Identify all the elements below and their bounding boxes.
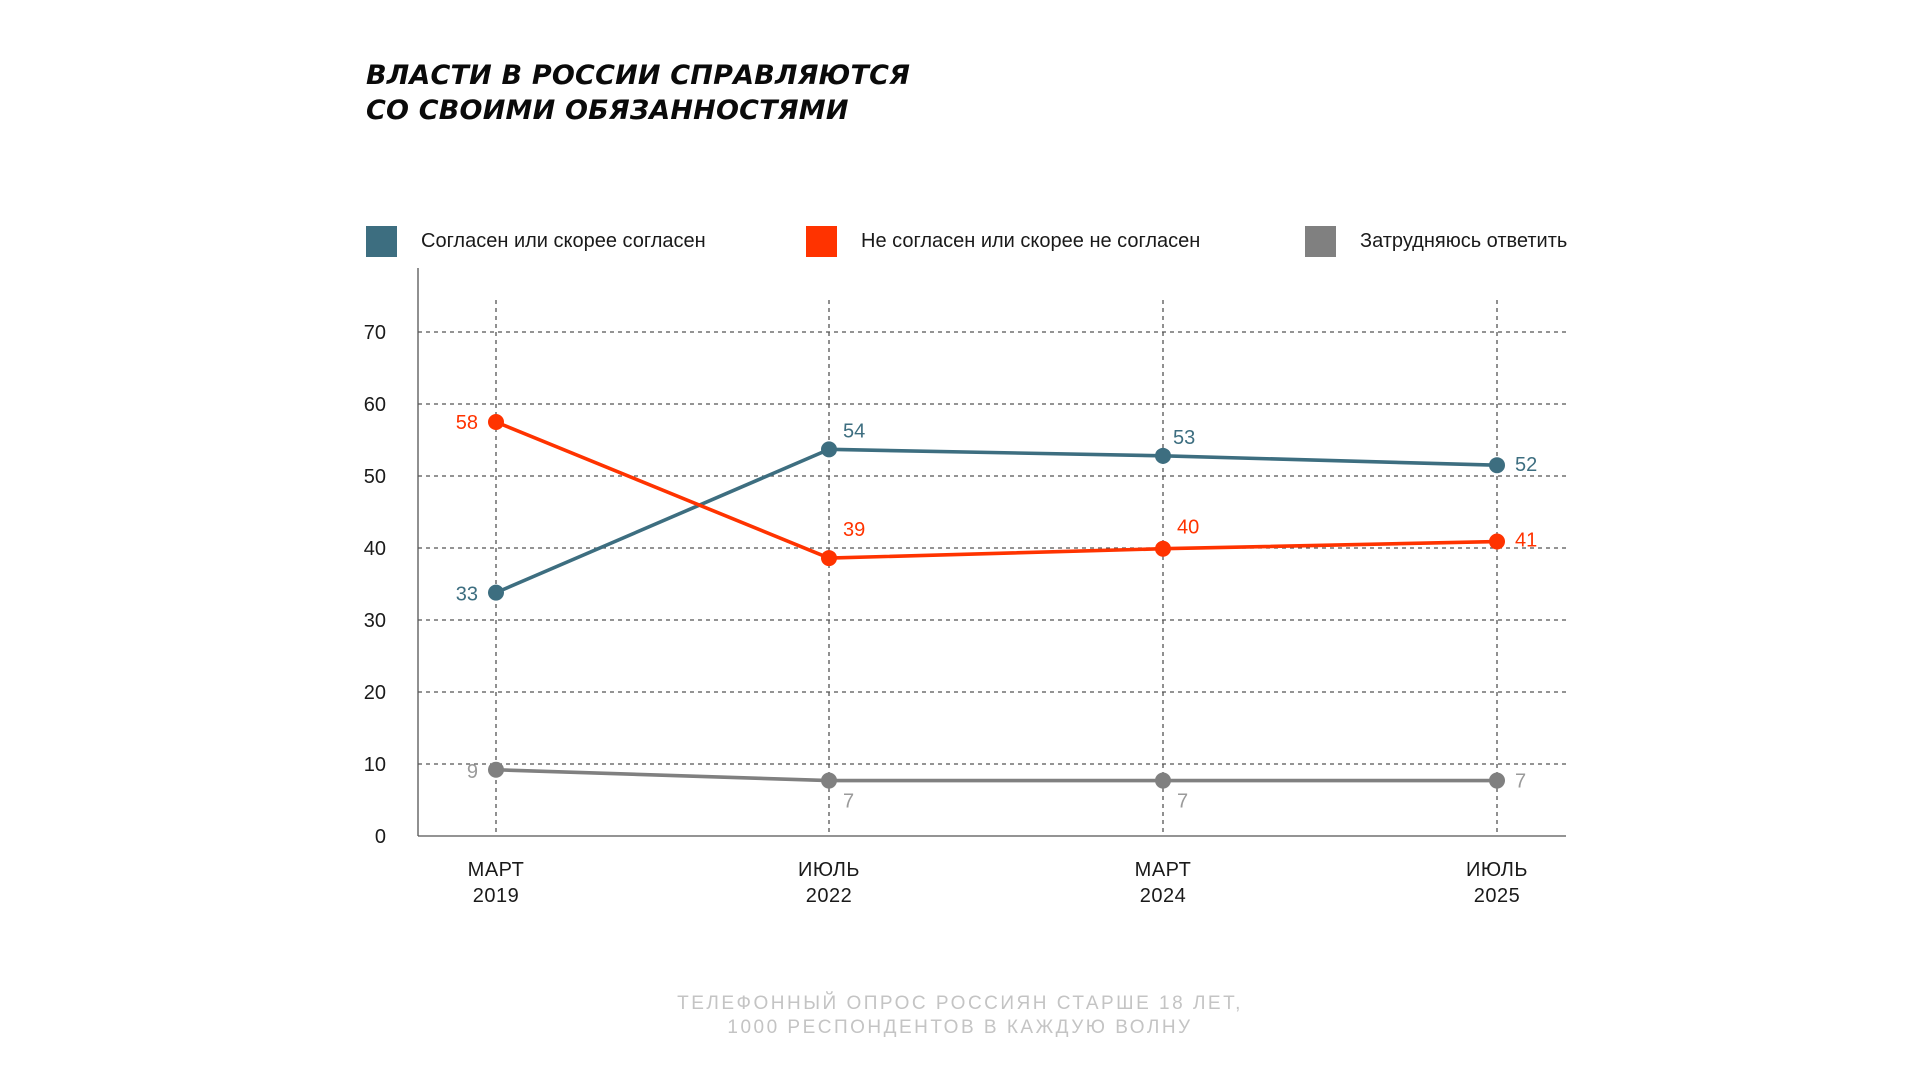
y-tick-label-0: 0 [375,826,386,848]
data-point-undecided-0 [488,761,504,778]
data-point-disagree-2 [1155,540,1171,557]
data-point-agree-1 [821,441,837,458]
data-point-disagree-3 [1489,533,1505,550]
y-tick-label-40: 40 [364,538,386,560]
data-label-undecided-1: 7 [843,791,854,813]
y-tick-label-50: 50 [364,466,386,488]
y-tick-label-10: 10 [364,754,386,776]
x-tick-labels: МАРТ 2019 ИЮЛЬ 2022 МАРТ 2024 ИЮЛЬ 2025 [468,859,1528,907]
data-label-disagree-1: 39 [843,519,865,541]
series-line-disagree [494,420,1499,560]
data-label-agree-2: 53 [1173,427,1195,449]
y-tick-label-60: 60 [364,394,386,416]
x-tick-label-year-1: 2022 [806,885,853,907]
footnote-line-1: ТЕЛЕФОННЫЙ ОПРОС РОССИЯН СТАРШЕ 18 ЛЕТ, [677,993,1243,1014]
legend-swatch-agree [366,225,397,257]
data-label-agree-1: 54 [843,420,865,442]
legend-label-agree: Согласен или скорее согласен [421,229,706,252]
data-point-disagree-1 [821,550,837,567]
data-label-disagree-2: 40 [1177,517,1199,539]
legend-item-agree: Согласен или скорее согласен [366,224,706,258]
x-tick-label-month-0: МАРТ [468,859,525,881]
legend-swatch-undecided [1305,225,1336,257]
x-tick-label-month-3: ИЮЛЬ [1466,859,1528,881]
footnote-line-2: 1000 РЕСПОНДЕНТОВ В КАЖДУЮ ВОЛНУ [727,1017,1193,1038]
x-tick-label-month-2: МАРТ [1135,859,1192,881]
grid [418,300,1566,836]
data-label-disagree-0: 58 [456,412,478,434]
series-line-agree [494,447,1499,595]
data-point-undecided-1 [821,772,837,789]
data-label-agree-3: 52 [1515,454,1537,476]
chart-title-line-1: ВЛАСТИ В РОССИИ СПРАВЛЯЮТСЯ [366,60,911,91]
legend-swatch-disagree [806,225,837,257]
chart-title: ВЛАСТИ В РОССИИ СПРАВЛЯЮТСЯ СО СВОИМИ ОБ… [366,58,910,128]
y-tick-label-20: 20 [364,682,386,704]
data-label-agree-0: 33 [456,584,478,606]
data-point-undecided-3 [1489,772,1505,789]
axes [417,268,1566,837]
x-tick-label-year-3: 2025 [1474,885,1521,907]
legend-label-disagree: Не согласен или скорее не согласен [861,229,1201,252]
data-label-undecided-3: 7 [1515,771,1526,793]
data-labels: 33 54 53 52 58 39 40 41 9 7 7 7 [456,412,1538,813]
legend-item-disagree: Не согласен или скорее не согласен [806,224,1200,258]
x-tick-label-year-0: 2019 [473,885,520,907]
legend-label-undecided: Затрудняюсь ответить [1360,229,1568,252]
chart-legend: Согласен или скорее согласен Не согласен… [0,224,1920,258]
y-tick-label-70: 70 [364,322,386,344]
data-label-undecided-2: 7 [1177,791,1188,813]
chart-title-line-2: СО СВОИМИ ОБЯЗАННОСТЯМИ [366,95,849,126]
x-tick-label-month-1: ИЮЛЬ [798,859,860,881]
series-line-undecided [494,767,1499,783]
data-points [488,414,1505,789]
x-tick-label-year-2: 2024 [1140,885,1187,907]
data-point-agree-0 [488,584,504,601]
y-tick-label-30: 30 [364,610,386,632]
data-label-undecided-0: 9 [467,761,478,783]
legend-item-undecided: Затрудняюсь ответить [1305,224,1567,258]
data-point-disagree-0 [488,414,504,430]
y-tick-labels: 0 10 20 30 40 50 60 70 [364,322,386,848]
data-point-agree-3 [1489,457,1505,474]
footnote: ТЕЛЕФОННЫЙ ОПРОС РОССИЯН СТАРШЕ 18 ЛЕТ, … [0,992,1920,1040]
series-lines [494,420,1499,783]
data-point-undecided-2 [1155,772,1171,789]
data-point-agree-2 [1155,447,1171,464]
data-label-disagree-3: 41 [1515,530,1537,552]
